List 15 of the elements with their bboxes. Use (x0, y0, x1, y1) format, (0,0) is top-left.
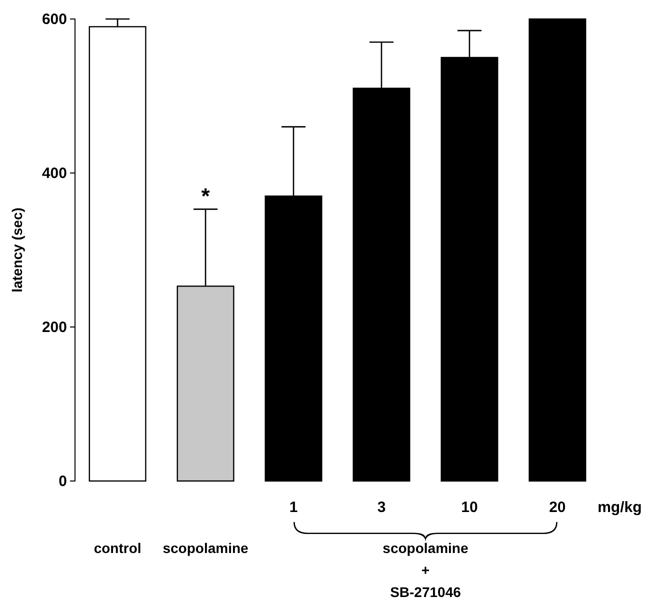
y-axis-title: latency (sec) (9, 208, 25, 292)
y-tick-label: 400 (42, 164, 67, 182)
annotation: * (201, 184, 210, 208)
y-tick-label: 0 (58, 472, 67, 490)
text: scopolamine + SB-271046 (382, 540, 468, 600)
x-tick-label: 20 (549, 499, 566, 516)
y-tick-label: 600 (42, 10, 67, 28)
text: mg/kg (598, 499, 642, 516)
x-tick-label: 3 (377, 499, 386, 516)
x-tick-label: control (94, 540, 142, 556)
x-tick-label: 10 (461, 499, 478, 516)
x-tick-label: 1 (289, 499, 298, 516)
y-tick-label: 200 (42, 318, 67, 336)
bar (528, 18, 586, 482)
x-tick-label: scopolamine (162, 540, 249, 556)
